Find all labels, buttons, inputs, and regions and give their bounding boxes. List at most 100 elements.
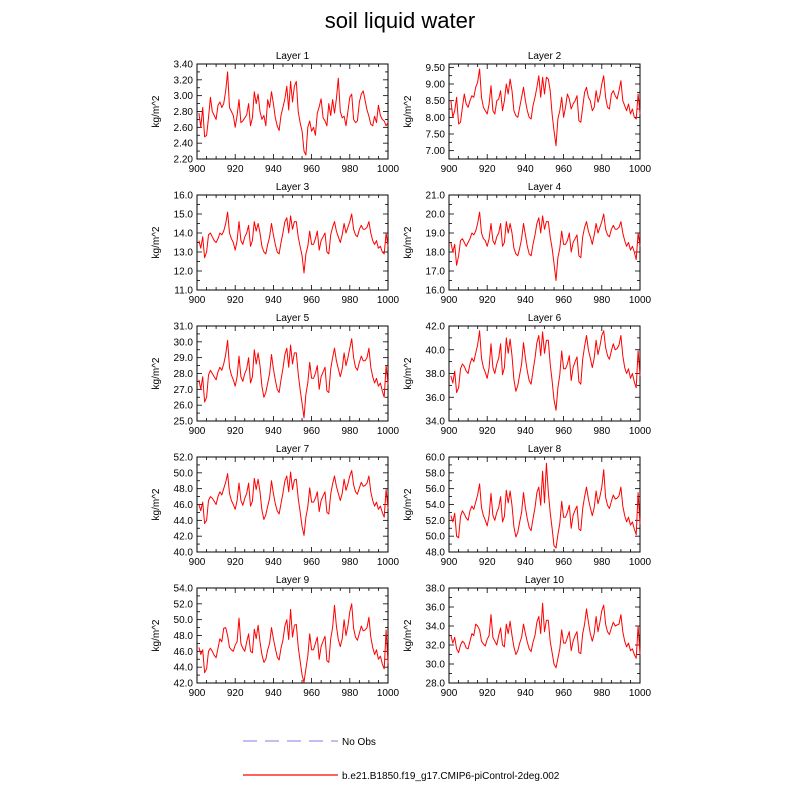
x-tick-label: 960 (555, 295, 572, 306)
x-tick-label: 1000 (629, 557, 652, 568)
y-tick-label: 36.0 (426, 393, 446, 404)
legend-label: b.e21.B1850.f19_g17.CMIP6-piControl-2deg… (342, 771, 560, 782)
x-tick-label: 900 (189, 295, 206, 306)
x-tick-label: 940 (517, 164, 534, 175)
series-line (450, 602, 641, 669)
x-tick-label: 920 (227, 557, 244, 568)
y-tick-label: 42.0 (174, 532, 194, 543)
x-tick-label: 1000 (629, 164, 652, 175)
panel-title: Layer 9 (276, 575, 310, 586)
x-tick-label: 960 (303, 295, 320, 306)
y-tick-label: 32.0 (426, 641, 446, 652)
series-line (198, 470, 389, 536)
x-tick-label: 900 (441, 557, 458, 568)
x-tick-label: 920 (479, 164, 496, 175)
x-tick-label: 980 (593, 164, 610, 175)
y-tick-label: 9.00 (426, 80, 446, 91)
series-line (198, 211, 389, 274)
y-tick-label: 14.0 (174, 229, 194, 240)
plot-frame (196, 194, 389, 291)
x-tick-label: 900 (441, 688, 458, 699)
y-axis-label: kg/m^2 (403, 95, 414, 127)
y-tick-label: 16.0 (174, 191, 194, 202)
y-tick-label: 25.0 (174, 417, 194, 428)
y-tick-label: 36.0 (426, 603, 446, 614)
y-tick-label: 48.0 (174, 631, 194, 642)
y-tick-label: 7.00 (426, 146, 446, 157)
y-tick-label: 44.0 (174, 516, 194, 527)
y-tick-label: 50.0 (174, 468, 194, 479)
x-tick-label: 940 (265, 426, 282, 437)
panel-title: Layer 4 (528, 182, 562, 193)
series-line (198, 603, 389, 683)
x-tick-label: 1000 (629, 426, 652, 437)
y-tick-label: 52.0 (174, 453, 194, 464)
x-tick-label: 980 (341, 295, 358, 306)
panel-title: Layer 8 (528, 444, 562, 455)
y-tick-label: 40.0 (174, 548, 194, 559)
series-line (450, 68, 641, 147)
y-axis-label: kg/m^2 (403, 488, 414, 520)
x-tick-label: 960 (303, 164, 320, 175)
x-tick-label: 1000 (377, 295, 400, 306)
series-line (450, 462, 641, 549)
y-tick-label: 38.0 (426, 369, 446, 380)
y-tick-label: 3.20 (174, 75, 194, 86)
y-tick-label: 48.0 (426, 548, 446, 559)
plot-frame (448, 194, 641, 291)
x-tick-label: 940 (517, 295, 534, 306)
y-tick-label: 30.0 (426, 660, 446, 671)
y-tick-label: 50.0 (426, 532, 446, 543)
x-tick-label: 1000 (377, 426, 400, 437)
y-tick-label: 28.0 (174, 369, 194, 380)
y-axis-label: kg/m^2 (151, 226, 162, 258)
x-tick-label: 920 (227, 164, 244, 175)
x-tick-label: 900 (189, 426, 206, 437)
x-tick-label: 900 (441, 426, 458, 437)
x-tick-label: 980 (341, 557, 358, 568)
series-line (450, 330, 641, 411)
y-tick-label: 52.0 (426, 516, 446, 527)
y-tick-label: 48.0 (174, 484, 194, 495)
y-tick-label: 38.0 (426, 584, 446, 595)
panel-title: Layer 2 (528, 51, 562, 62)
y-tick-label: 2.80 (174, 107, 194, 118)
y-tick-label: 40.0 (426, 345, 446, 356)
y-tick-label: 58.0 (426, 468, 446, 479)
x-tick-label: 1000 (629, 295, 652, 306)
x-tick-label: 940 (517, 426, 534, 437)
x-tick-label: 900 (441, 295, 458, 306)
x-tick-label: 960 (555, 164, 572, 175)
panel-title: Layer 5 (276, 313, 310, 324)
y-tick-label: 18.0 (426, 248, 446, 259)
x-tick-label: 960 (303, 688, 320, 699)
plot-frame (448, 587, 641, 684)
figure-title: soil liquid water (324, 8, 476, 33)
x-tick-label: 980 (593, 557, 610, 568)
x-tick-label: 980 (341, 426, 358, 437)
y-tick-label: 46.0 (174, 500, 194, 511)
x-tick-label: 900 (189, 688, 206, 699)
x-tick-label: 900 (189, 557, 206, 568)
panel-title: Layer 7 (276, 444, 310, 455)
y-tick-label: 2.40 (174, 139, 194, 150)
x-tick-label: 940 (265, 164, 282, 175)
y-tick-label: 2.60 (174, 123, 194, 134)
y-axis-label: kg/m^2 (151, 95, 162, 127)
y-tick-label: 21.0 (426, 191, 446, 202)
y-tick-label: 34.0 (426, 417, 446, 428)
y-tick-label: 42.0 (426, 322, 446, 333)
y-tick-label: 8.00 (426, 113, 446, 124)
x-tick-label: 920 (227, 688, 244, 699)
y-tick-label: 27.0 (174, 385, 194, 396)
y-tick-label: 60.0 (426, 453, 446, 464)
x-tick-label: 980 (341, 164, 358, 175)
x-tick-label: 960 (303, 426, 320, 437)
x-tick-label: 980 (593, 426, 610, 437)
y-tick-label: 34.0 (426, 622, 446, 633)
y-tick-label: 12.0 (174, 267, 194, 278)
y-tick-label: 16.0 (426, 286, 446, 297)
y-tick-label: 29.0 (174, 353, 194, 364)
y-tick-label: 2.20 (174, 155, 194, 166)
plot-frame (196, 325, 389, 422)
